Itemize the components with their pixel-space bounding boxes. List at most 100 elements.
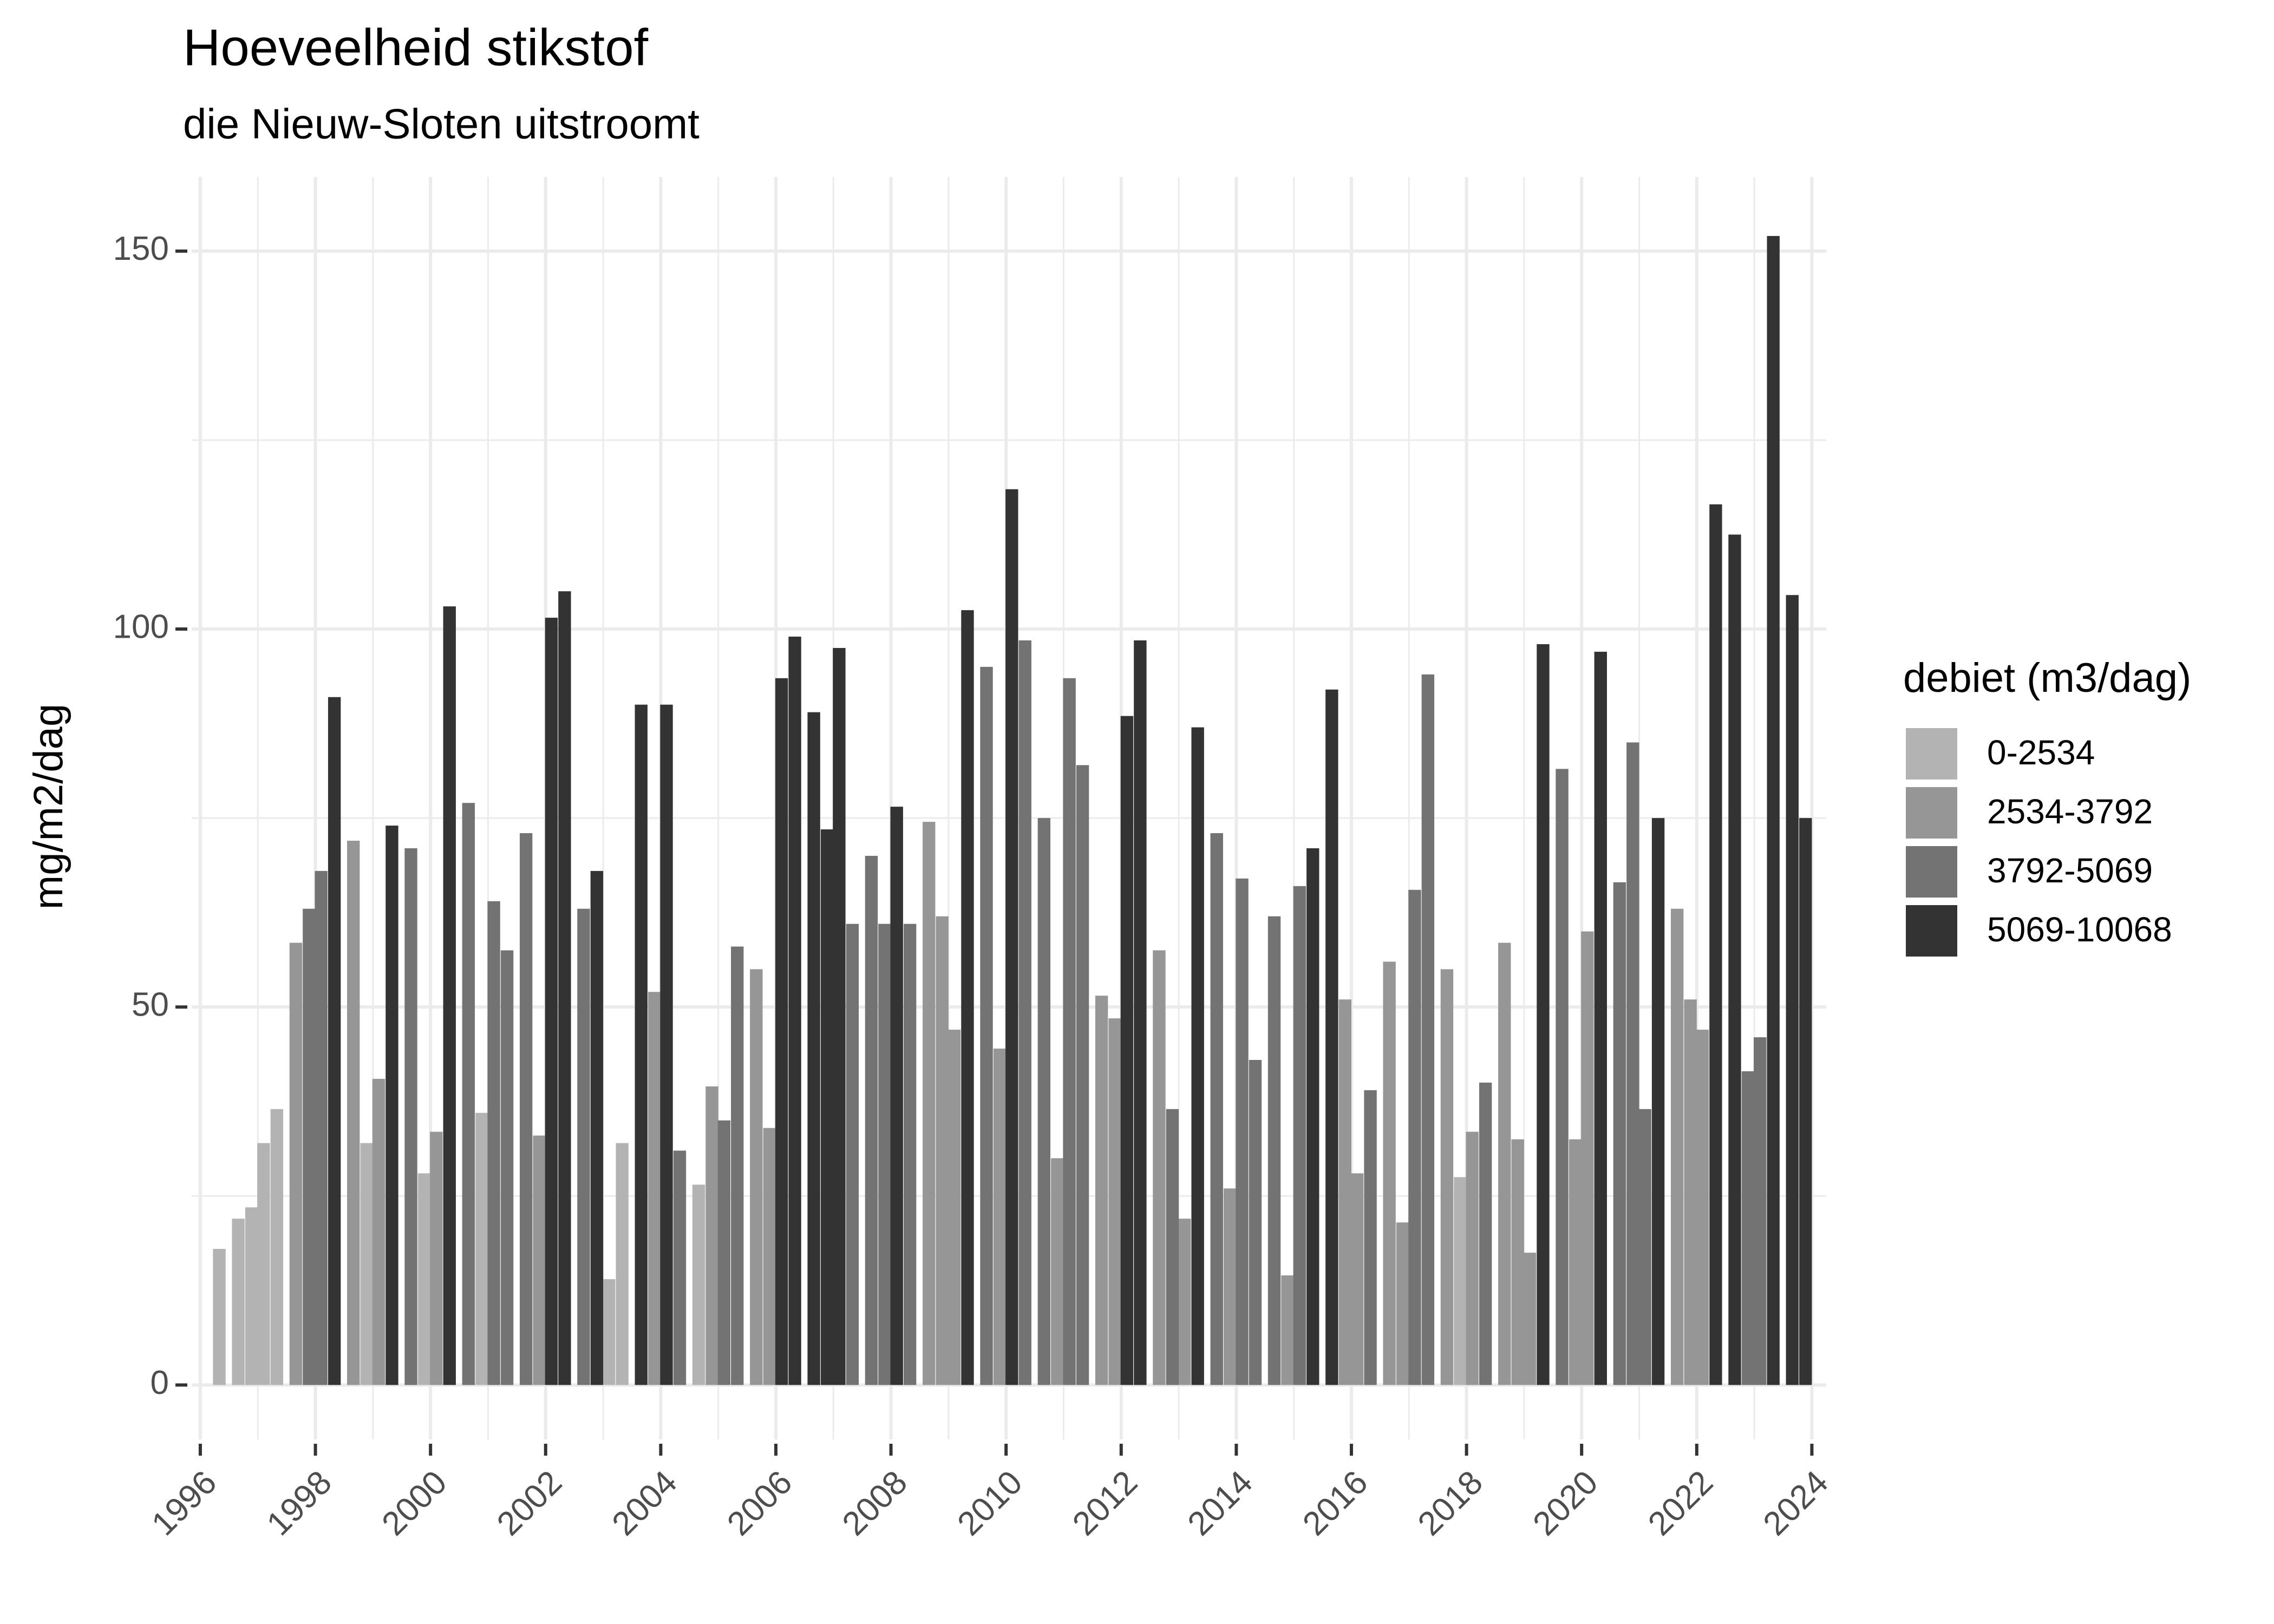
bar: [519, 833, 533, 1385]
bar: [788, 637, 801, 1385]
bar: [1479, 1082, 1492, 1385]
bar: [603, 1279, 616, 1385]
bar: [1786, 595, 1799, 1385]
bar: [1466, 1131, 1479, 1385]
bar: [232, 1219, 245, 1385]
bar: [315, 870, 328, 1385]
bar: [1454, 1177, 1467, 1385]
bar: [1018, 640, 1031, 1385]
bar: [878, 924, 891, 1385]
bar: [404, 848, 417, 1385]
bar: [1537, 644, 1550, 1385]
legend-label: 2534-3792: [1987, 792, 2153, 831]
bar: [1523, 1253, 1537, 1385]
bar: [936, 916, 949, 1385]
bar: [1338, 999, 1352, 1385]
bar: [1350, 1173, 1364, 1385]
bar: [1651, 818, 1665, 1385]
bar: [1191, 727, 1204, 1385]
chart-subtitle: die Nieuw-Sloten uitstroomt: [183, 100, 700, 148]
bar: [533, 1135, 546, 1385]
bar: [1063, 678, 1076, 1385]
bar: [328, 697, 341, 1385]
bar: [417, 1173, 431, 1385]
bar: [1581, 931, 1594, 1385]
bar: [1511, 1139, 1524, 1385]
bar: [923, 822, 936, 1385]
legend-label: 5069-10068: [1987, 910, 2172, 949]
y-tick-label: 0: [151, 1364, 169, 1402]
bar: [1037, 818, 1051, 1385]
bar: [1108, 1018, 1121, 1385]
legend-label: 0-2534: [1987, 733, 2095, 772]
bar: [213, 1249, 226, 1385]
bar: [385, 826, 398, 1385]
bar: [1166, 1109, 1179, 1385]
bar: [1684, 999, 1697, 1385]
bar: [558, 591, 571, 1385]
bar: [865, 855, 878, 1385]
bar: [1267, 916, 1281, 1385]
bar: [635, 704, 648, 1385]
bar: [430, 1131, 443, 1385]
y-axis-label: mg/m2/dag: [25, 704, 71, 909]
bar: [1076, 765, 1089, 1385]
bar: [289, 942, 303, 1385]
bar: [1120, 716, 1134, 1385]
bar: [347, 841, 360, 1385]
bar: [1741, 1071, 1755, 1385]
bar: [475, 1112, 488, 1385]
bar: [660, 704, 673, 1385]
bar: [1364, 1090, 1377, 1385]
bar: [245, 1207, 258, 1385]
y-tick-label: 150: [113, 230, 169, 267]
bar: [1306, 848, 1319, 1385]
bar: [993, 1049, 1007, 1385]
bar: [1153, 950, 1166, 1385]
bar: [705, 1086, 718, 1385]
bar: [980, 666, 993, 1385]
bar: [1396, 1222, 1409, 1385]
bar: [1325, 689, 1338, 1385]
bar: [1626, 742, 1639, 1385]
bar: [1638, 1109, 1651, 1385]
bar: [820, 829, 834, 1385]
bar: [692, 1184, 705, 1385]
bar: [616, 1143, 629, 1385]
bar: [1408, 889, 1421, 1385]
bar: [1613, 882, 1626, 1385]
bar: [1556, 769, 1569, 1385]
bar: [1709, 504, 1722, 1385]
bar: [1178, 1219, 1191, 1385]
legend-label: 3792-5069: [1987, 851, 2153, 890]
bar: [1383, 961, 1396, 1385]
bar: [1569, 1139, 1582, 1385]
bar: [1281, 1275, 1294, 1385]
bar: [807, 712, 820, 1385]
bar: [443, 606, 456, 1385]
bar: [731, 946, 744, 1385]
bar: [1249, 1060, 1262, 1385]
bar: [961, 610, 974, 1385]
bar: [1421, 674, 1435, 1385]
legend-swatch: [1906, 846, 1957, 898]
bar: [590, 870, 604, 1385]
bar: [1236, 878, 1249, 1385]
bar: [1224, 1188, 1237, 1385]
bar: [833, 647, 846, 1385]
bar: [577, 908, 590, 1385]
bar: [257, 1143, 270, 1385]
legend-swatch: [1906, 905, 1957, 957]
bar: [1005, 489, 1018, 1385]
bar: [1767, 235, 1780, 1385]
legend-swatch: [1906, 787, 1957, 839]
bar: [1440, 969, 1454, 1385]
bar: [500, 950, 514, 1385]
bar: [846, 924, 859, 1385]
bar: [372, 1078, 385, 1385]
bar: [462, 803, 475, 1385]
bar: [1670, 908, 1684, 1385]
bar: [948, 1030, 961, 1385]
